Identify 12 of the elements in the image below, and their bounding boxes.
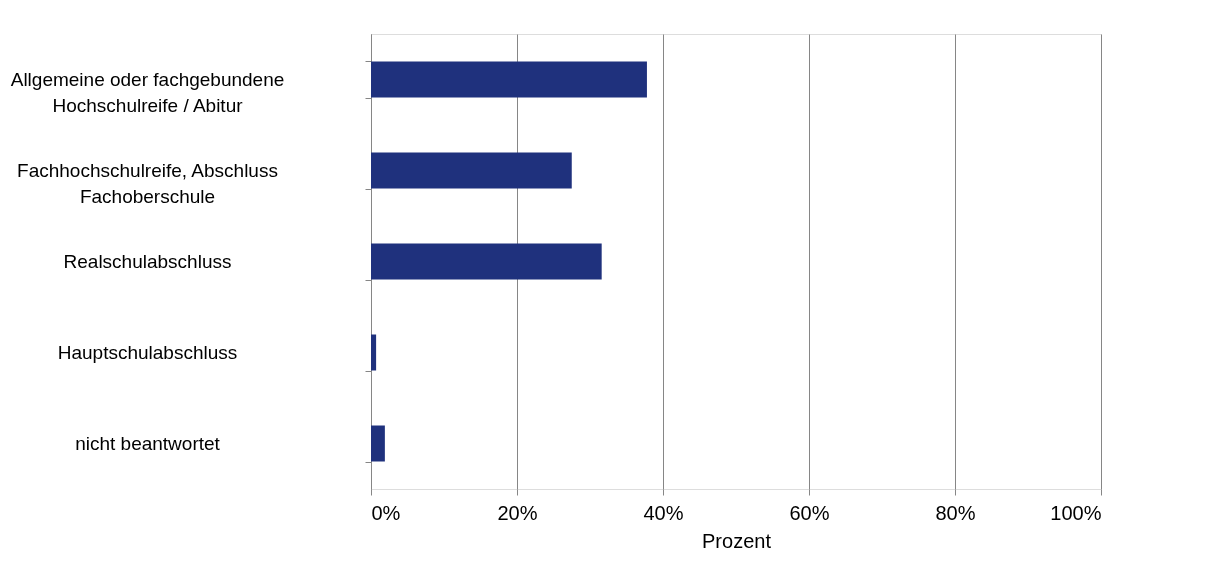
y-tick-label: Realschulabschluss <box>63 251 232 272</box>
x-tick-label: 80% <box>935 501 976 524</box>
x-tick-label: 20% <box>497 501 538 524</box>
x-tick-label: 100% <box>1050 501 1102 524</box>
y-tick-label: Hauptschulabschluss <box>57 342 238 363</box>
x-axis-title: Prozent <box>702 529 772 552</box>
x-tick-label: 60% <box>789 501 830 524</box>
y-tick-label: nicht beantwortet <box>75 433 221 454</box>
x-tick-label: 0% <box>371 501 401 524</box>
y-tick-label: Fachhochschulreife, Abschluss Fachoberschule <box>17 160 278 207</box>
y-tick-label: Allgemeine oder fachgebundene Hochschulreife / Abitur <box>10 69 285 116</box>
x-tick-label: 40% <box>643 501 684 524</box>
